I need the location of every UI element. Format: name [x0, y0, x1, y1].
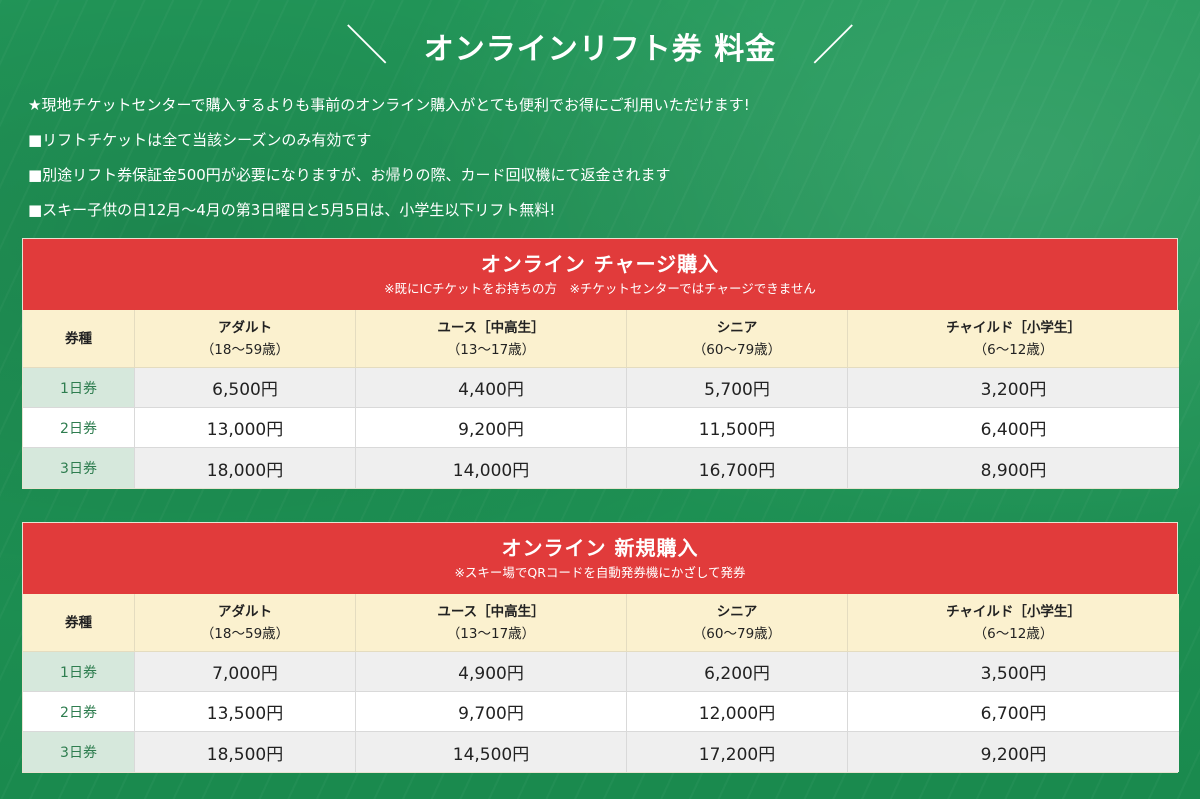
table-row: 1日券 7,000円 4,900円 6,200円 3,500円	[23, 652, 1179, 692]
price-child: 3,200円	[848, 368, 1179, 408]
price-senior: 6,200円	[627, 652, 848, 692]
price-senior: 17,200円	[627, 732, 848, 772]
note-deposit: ■別途リフト券保証金500円が必要になりますが、お帰りの際、カード回収機にて返金…	[28, 166, 671, 184]
price-table-charge: オンライン チャージ購入 ※既にICチケットをお持ちの方 ※チケットセンターでは…	[22, 238, 1179, 489]
col-senior: シニア （60〜79歳）	[627, 594, 848, 652]
price-senior: 11,500円	[627, 408, 848, 448]
page-title: オンラインリフト券 料金	[423, 32, 777, 67]
table-row: 3日券 18,000円 14,000円 16,700円 8,900円	[23, 448, 1179, 488]
col-label: 券種	[65, 614, 92, 631]
col-age: （18〜59歳）	[200, 341, 290, 358]
col-age: （6〜12歳）	[973, 625, 1054, 642]
row-label-1day: 1日券	[23, 368, 135, 408]
col-label: アダルト	[218, 603, 272, 620]
col-age: （13〜17歳）	[446, 625, 536, 642]
price-youth: 14,000円	[356, 448, 627, 488]
title-slash-right: ／	[812, 21, 855, 70]
row-label-2day: 2日券	[23, 408, 135, 448]
page-header: ＼ オンラインリフト券 料金 ／	[0, 18, 1200, 74]
table-title: オンライン チャージ購入	[480, 252, 720, 276]
table-row: 2日券 13,500円 9,700円 12,000円 6,700円	[23, 692, 1179, 732]
col-label: シニア	[716, 603, 758, 620]
price-youth: 4,400円	[356, 368, 627, 408]
price-youth: 9,700円	[356, 692, 627, 732]
table-header-charge: オンライン チャージ購入 ※既にICチケットをお持ちの方 ※チケットセンターでは…	[23, 239, 1177, 310]
price-senior: 16,700円	[627, 448, 848, 488]
price-youth: 4,900円	[356, 652, 627, 692]
col-label: 券種	[65, 330, 92, 347]
price-adult: 13,000円	[135, 408, 356, 448]
col-adult: アダルト （18〜59歳）	[135, 310, 356, 368]
table-row: 1日券 6,500円 4,400円 5,700円 3,200円	[23, 368, 1179, 408]
table-subtitle: ※スキー場でQRコードを自動発券機にかざして発券	[454, 565, 746, 580]
column-header-row: 券種 アダルト （18〜59歳） ユース［中高生］ （13〜17歳） シニア （60〜…	[23, 594, 1179, 652]
col-label: シニア	[716, 319, 758, 336]
price-adult: 6,500円	[135, 368, 356, 408]
note-online-benefit: ★現地チケットセンターで購入するよりも事前のオンライン購入がとても便利でお得にご…	[28, 96, 750, 114]
table-header-new: オンライン 新規購入 ※スキー場でQRコードを自動発券機にかざして発券	[23, 523, 1177, 594]
row-label-2day: 2日券	[23, 692, 135, 732]
col-age: （13〜17歳）	[446, 341, 536, 358]
price-child: 6,400円	[848, 408, 1179, 448]
table-subtitle: ※既にICチケットをお持ちの方 ※チケットセンターではチャージできません	[384, 281, 816, 296]
notes-list: ★現地チケットセンターで購入するよりも事前のオンライン購入がとても便利でお得にご…	[28, 96, 1168, 236]
price-child: 3,500円	[848, 652, 1179, 692]
table-row: 2日券 13,000円 9,200円 11,500円 6,400円	[23, 408, 1179, 448]
col-senior: シニア （60〜79歳）	[627, 310, 848, 368]
note-kids-day: ■スキー子供の日12月〜4月の第3日曜日と5月5日は、小学生以下リフト無料!	[28, 201, 556, 219]
price-child: 6,700円	[848, 692, 1179, 732]
price-child: 9,200円	[848, 732, 1179, 772]
price-adult: 13,500円	[135, 692, 356, 732]
col-age: （18〜59歳）	[200, 625, 290, 642]
col-label: チャイルド［小学生］	[946, 319, 1081, 336]
col-label: ユース［中高生］	[437, 603, 545, 620]
note-season-validity: ■リフトチケットは全て当該シーズンのみ有効です	[28, 131, 372, 149]
col-child: チャイルド［小学生］ （6〜12歳）	[848, 594, 1179, 652]
row-label-1day: 1日券	[23, 652, 135, 692]
price-adult: 18,500円	[135, 732, 356, 772]
price-adult: 7,000円	[135, 652, 356, 692]
row-label-3day: 3日券	[23, 448, 135, 488]
col-adult: アダルト （18〜59歳）	[135, 594, 356, 652]
table-row: 3日券 18,500円 14,500円 17,200円 9,200円	[23, 732, 1179, 772]
col-label: アダルト	[218, 319, 272, 336]
column-header-row: 券種 アダルト （18〜59歳） ユース［中高生］ （13〜17歳） シニア （60〜…	[23, 310, 1179, 368]
price-youth: 14,500円	[356, 732, 627, 772]
col-youth: ユース［中高生］ （13〜17歳）	[356, 594, 627, 652]
col-youth: ユース［中高生］ （13〜17歳）	[356, 310, 627, 368]
title-slash-left: ＼	[345, 21, 388, 70]
price-youth: 9,200円	[356, 408, 627, 448]
col-age: （60〜79歳）	[692, 341, 782, 358]
price-table-new: オンライン 新規購入 ※スキー場でQRコードを自動発券機にかざして発券 券種 ア…	[22, 522, 1179, 773]
price-senior: 5,700円	[627, 368, 848, 408]
table-title: オンライン 新規購入	[501, 536, 699, 560]
col-age: （60〜79歳）	[692, 625, 782, 642]
price-senior: 12,000円	[627, 692, 848, 732]
price-adult: 18,000円	[135, 448, 356, 488]
col-ticket-type: 券種	[23, 310, 135, 368]
col-label: ユース［中高生］	[437, 319, 545, 336]
col-ticket-type: 券種	[23, 594, 135, 652]
col-age: （6〜12歳）	[973, 341, 1054, 358]
row-label-3day: 3日券	[23, 732, 135, 772]
price-child: 8,900円	[848, 448, 1179, 488]
col-label: チャイルド［小学生］	[946, 603, 1081, 620]
col-child: チャイルド［小学生］ （6〜12歳）	[848, 310, 1179, 368]
